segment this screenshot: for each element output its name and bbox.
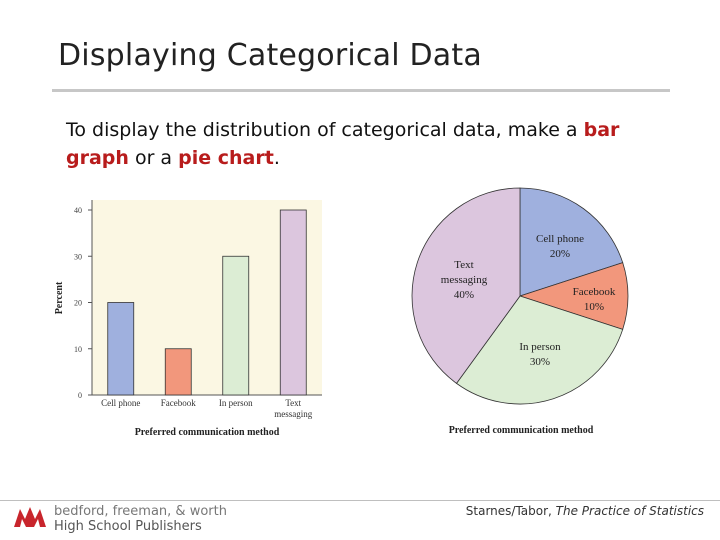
x-tick-label-line: Facebook (161, 398, 196, 408)
publisher-name-line2: High School Publishers (54, 519, 202, 534)
body-text-part: . (273, 147, 280, 169)
body-text: To display the distribution of categoric… (66, 116, 666, 172)
pie-x-axis-title: Preferred communication method (449, 425, 594, 436)
footer-divider (0, 500, 720, 501)
bar-y-axis-title: Percent (54, 281, 65, 314)
pie-label-cell-phone: Cell phone (536, 233, 584, 245)
bar-x-axis-title: Preferred communication method (135, 427, 280, 438)
citation-book-title: The Practice of Statistics (555, 504, 704, 518)
bar-facebook (164, 348, 192, 396)
x-tick-label-line: In person (219, 398, 253, 408)
y-tick-label-20: 20 (74, 299, 82, 308)
body-text-part: To display the distribution of categoric… (66, 119, 584, 141)
pie-label-in-person: In person (519, 341, 561, 353)
title-divider (52, 89, 670, 92)
y-tick-label-10: 10 (74, 345, 82, 354)
pie-pct-label-cell-phone: 20% (550, 248, 570, 260)
pie-label-text-messaging: messaging (441, 274, 488, 286)
x-tick-label-cell-phone: Cell phone (101, 398, 140, 408)
body-text-part: or a (128, 147, 179, 169)
y-tick-label-30: 30 (74, 252, 82, 261)
citation-authors: Starnes/Tabor, (465, 504, 556, 518)
x-tick-label-line: messaging (274, 409, 312, 419)
pie-slice-in-person (455, 295, 624, 405)
pie-pct-label-text-messaging: 40% (454, 289, 474, 301)
pie-pct-label-facebook: 10% (584, 301, 604, 313)
publisher-name-line1: bedford, freeman, & worth (54, 504, 227, 519)
bar-cell-phone (107, 302, 135, 396)
pie-chart: Cell phone 20% Facebook 10% In person 30% Text… (411, 187, 629, 436)
x-tick-label-line: Cell phone (101, 398, 140, 408)
bar-chart: 0 10 20 30 40 Cell phone Facebook In person Text… (54, 200, 322, 438)
bar-in-person (222, 255, 250, 396)
y-tick-label-0: 0 (78, 391, 82, 400)
x-tick-label-facebook: Facebook (161, 398, 196, 408)
bar-text-messaging (279, 209, 307, 396)
x-tick-label-line: Text (285, 398, 301, 408)
pie-label-text-messaging: Text (454, 259, 473, 271)
highlight-bar-graph: bar graph (66, 119, 620, 169)
publisher-logo: bedford, freeman, & worth High School Pu… (12, 503, 227, 534)
pie-label-facebook: Facebook (573, 286, 616, 298)
charts-canvas: 0 10 20 30 40 Cell phone Facebook In person Text… (54, 187, 629, 438)
highlight-pie-chart: pie chart (178, 147, 274, 169)
pie-pct-label-in-person: 30% (530, 356, 550, 368)
y-tick-label-40: 40 (74, 206, 82, 215)
x-tick-label-text-messaging: Text messaging (274, 398, 312, 419)
publisher-logo-icon (14, 507, 46, 527)
pie-slice-text-messaging (411, 187, 521, 384)
x-tick-label-in-person: In person (219, 398, 253, 408)
slide-title: Displaying Categorical Data (58, 38, 482, 73)
citation: Starnes/Tabor, The Practice of Statistic… (466, 504, 704, 518)
pie-slice-cell-phone (519, 187, 624, 297)
